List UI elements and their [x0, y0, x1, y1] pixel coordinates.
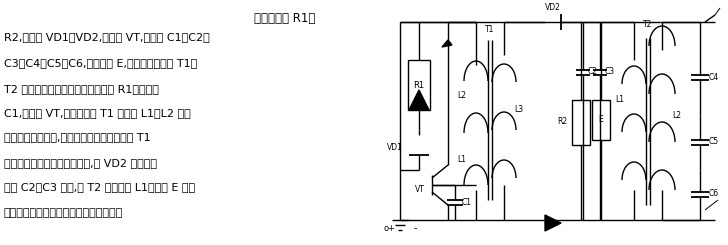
Text: 的电源振荡器电路,将直流电源提供的电能经 T1: 的电源振荡器电路,将直流电源提供的电能经 T1: [4, 132, 151, 142]
Text: 变压器输出转换高压脉冲电源,经 VD2 整流向电: 变压器输出转换高压脉冲电源,经 VD2 整流向电: [4, 158, 157, 168]
Text: 电路由电阴 R1、: 电路由电阴 R1、: [254, 12, 316, 25]
Bar: [592, 100, 610, 140]
Polygon shape: [545, 215, 561, 231]
Text: L2: L2: [457, 90, 466, 99]
Text: C6: C6: [709, 189, 719, 198]
Polygon shape: [442, 40, 452, 47]
Text: VD1: VD1: [387, 143, 403, 151]
Text: C2: C2: [588, 68, 598, 76]
Text: L3: L3: [514, 106, 523, 114]
Text: R2,二极管 VD1、VD2,三极管 VT,电容器 C1、C2、: R2,二极管 VD1、VD2,三极管 VT,电容器 C1、C2、: [4, 32, 210, 42]
Text: L1: L1: [457, 156, 466, 164]
Text: 容器 C2、C3 充电,由 T2 变压器的 L1、触点 E 形成: 容器 C2、C3 充电,由 T2 变压器的 L1、触点 E 形成: [4, 182, 195, 192]
Text: C5: C5: [709, 137, 719, 147]
Text: T2 等组成。工作原理如下；由电阴 R1、电容器: T2 等组成。工作原理如下；由电阴 R1、电容器: [4, 84, 159, 94]
Text: R1: R1: [414, 81, 424, 89]
Text: 二次振荡。由电容器和线圈组成充放电路: 二次振荡。由电容器和线圈组成充放电路: [4, 208, 123, 218]
Polygon shape: [409, 90, 429, 110]
Text: T1: T1: [486, 25, 495, 35]
Text: -: -: [414, 223, 416, 233]
Text: C4: C4: [709, 73, 719, 82]
Bar: [572, 100, 590, 145]
Text: VD2: VD2: [545, 3, 561, 12]
Text: L2: L2: [672, 110, 681, 120]
Text: C1: C1: [462, 197, 472, 207]
Text: C3、C4、C5、C6,机械触点 E,升压高压变压器 T1、: C3、C4、C5、C6,机械触点 E,升压高压变压器 T1、: [4, 58, 197, 68]
Bar: [408, 60, 430, 110]
Text: R2: R2: [557, 118, 567, 126]
Text: o+: o+: [383, 223, 395, 233]
Text: L1: L1: [615, 96, 624, 105]
Text: C3: C3: [605, 68, 615, 76]
Text: T2: T2: [644, 21, 653, 29]
Text: C1,三极管 VT,升压变压器 T1 的线圈 L1、L2 组成: C1,三极管 VT,升压变压器 T1 的线圈 L1、L2 组成: [4, 108, 191, 118]
Text: VT: VT: [415, 185, 425, 195]
Text: E: E: [598, 115, 604, 124]
